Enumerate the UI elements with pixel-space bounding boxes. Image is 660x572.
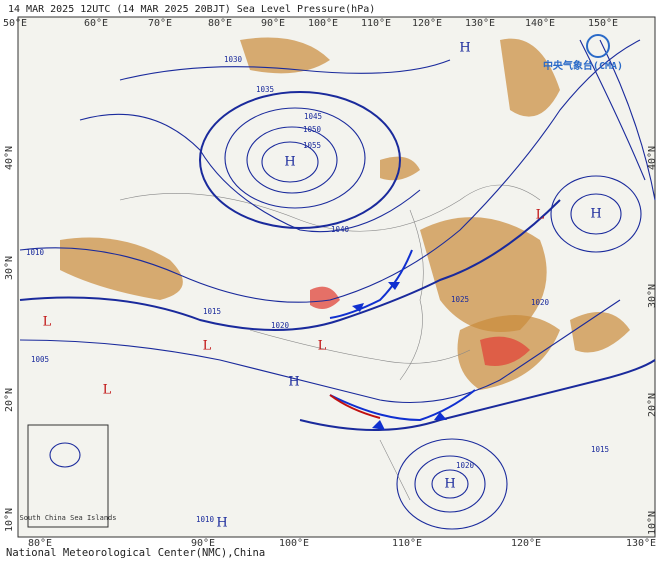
fronts (329, 249, 476, 430)
pressure-center: H (590, 207, 601, 222)
lon-label: 120°E (412, 18, 442, 29)
lon-label: 110°E (392, 538, 422, 549)
lat-label: 30°N (647, 284, 658, 308)
lon-label: 60°E (84, 18, 108, 29)
lat-label: 10°N (647, 511, 658, 535)
lon-label: 80°E (28, 538, 52, 549)
isobar-label: 1025 (451, 295, 469, 304)
isobars (19, 39, 656, 530)
pressure-center: L (536, 208, 545, 223)
lon-label: 150°E (588, 18, 618, 29)
lon-label: 140°E (525, 18, 555, 29)
lat-label: 10°N (4, 508, 15, 532)
pressure-center: L (43, 315, 52, 330)
lon-label: 90°E (191, 538, 215, 549)
lon-label: 90°E (261, 18, 285, 29)
map-title: 14 MAR 2025 12UTC (14 MAR 2025 20BJT) Se… (8, 4, 375, 15)
isobar-label: 1020 (531, 298, 550, 307)
lat-label: 30°N (4, 256, 15, 280)
pressure-center: H (288, 375, 299, 390)
logo-text: 中央气象台(CMA) (543, 59, 623, 72)
isobar-label: 1015 (591, 445, 609, 454)
precipitation (60, 37, 630, 390)
inset-label: South China Sea Islands (20, 514, 117, 522)
isobar-label: 1040 (331, 225, 350, 234)
isobar-label: 1030 (224, 55, 243, 64)
lat-label: 40°N (647, 146, 658, 170)
isobar-label: 1010 (196, 515, 215, 524)
isobar-label: 1035 (256, 85, 274, 94)
lat-label: 40°N (4, 146, 15, 170)
isobar-label: 1010 (26, 248, 45, 257)
lon-label: 130°E (626, 538, 656, 549)
lat-label: 20°N (4, 388, 15, 412)
lon-label: 70°E (148, 18, 172, 29)
inset-frame (27, 424, 109, 528)
lon-label: 110°E (361, 18, 391, 29)
isobar-label: 1050 (303, 125, 322, 134)
logo-mark (586, 34, 610, 58)
pressure-center: H (444, 477, 455, 492)
footer: National Meteorological Center(NMC),Chin… (6, 547, 265, 559)
isobar-label: 1020 (456, 461, 475, 470)
isobar-label: 1020 (271, 321, 290, 330)
lon-label: 100°E (279, 538, 309, 549)
isobar-label: 1015 (203, 307, 221, 316)
lon-label: 80°E (208, 18, 232, 29)
pressure-center: L (203, 339, 212, 354)
isobar-label: 1055 (303, 141, 321, 150)
pressure-center: H (284, 155, 295, 170)
lat-label: 20°N (647, 393, 658, 417)
isobar-label: 1005 (31, 355, 49, 364)
lon-label: 120°E (511, 538, 541, 549)
pressure-center: L (318, 339, 327, 354)
pressure-center: H (216, 516, 227, 531)
pressure-center: L (103, 383, 112, 398)
lon-label: 130°E (465, 18, 495, 29)
lon-label: 100°E (308, 18, 338, 29)
pressure-center: H (459, 41, 470, 56)
lon-label: 50°E (3, 18, 27, 29)
isobar-label: 1045 (304, 112, 322, 121)
